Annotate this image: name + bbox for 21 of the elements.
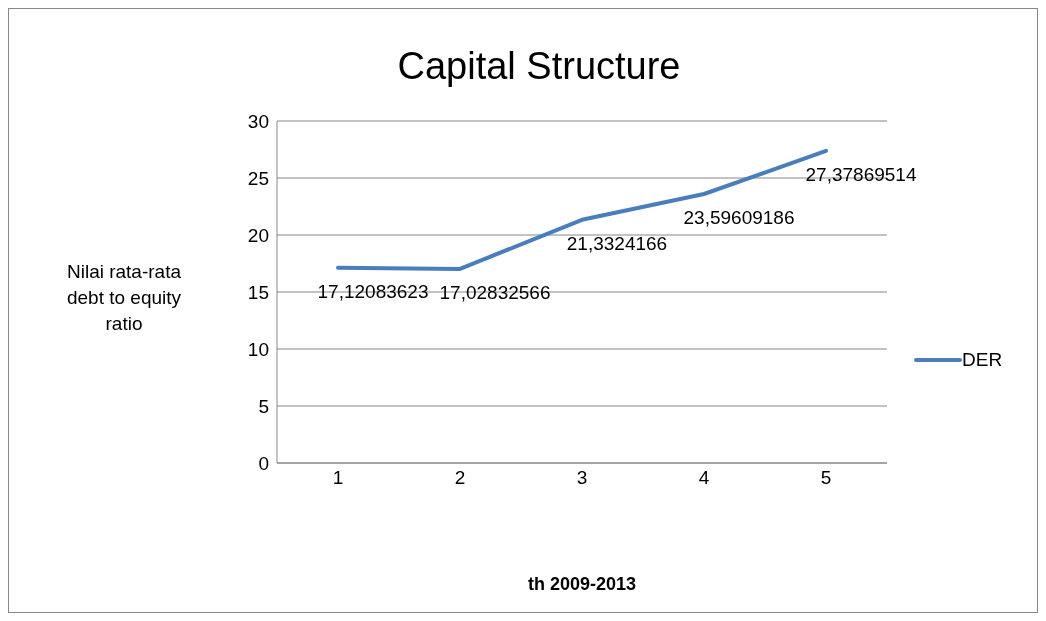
x-tick-label: 3	[576, 467, 588, 489]
y-axis-title: Nilai rata-rata debt to equity ratio	[65, 260, 183, 336]
data-label: 17,12083623	[317, 280, 429, 302]
y-tick-label: 25	[247, 167, 269, 189]
data-label: 27,37869514	[805, 163, 917, 185]
y-tick-label: 20	[247, 224, 269, 246]
y-tick-label: 30	[247, 110, 269, 132]
x-axis-title: th 2009-2013	[526, 574, 638, 595]
legend-label: DER	[962, 349, 1003, 371]
data-label: 23,59609186	[683, 207, 795, 228]
y-tick-label: 0	[258, 452, 269, 474]
data-label: 21,3324166	[566, 232, 668, 254]
chart-title: Capital Structure	[396, 45, 682, 88]
y-tick-label: 10	[247, 338, 269, 360]
y-tick-label: 5	[258, 395, 269, 417]
y-tick-label: 15	[247, 281, 269, 303]
x-tick-label: 1	[332, 467, 344, 489]
x-tick-label: 5	[820, 467, 832, 489]
x-tick-label: 2	[454, 467, 466, 489]
data-label: 17,02832566	[439, 281, 551, 303]
x-tick-label: 4	[698, 467, 710, 489]
